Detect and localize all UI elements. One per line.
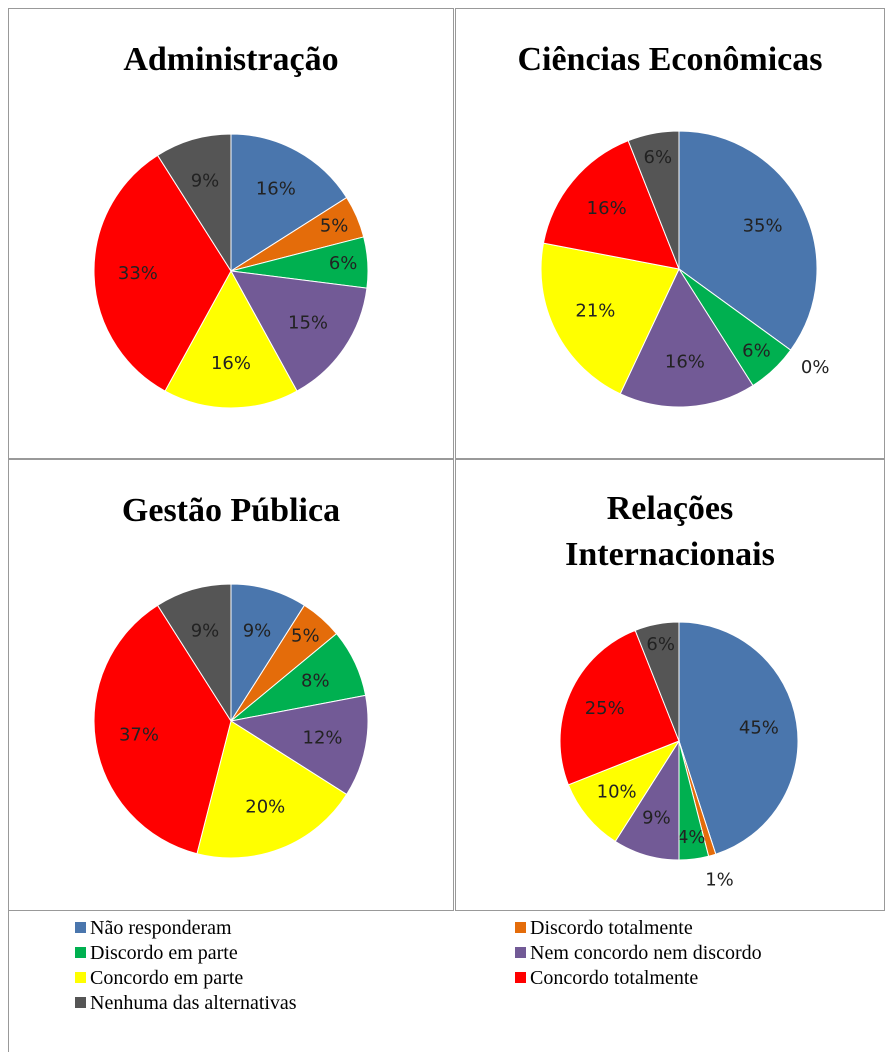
- legend-item: Nem concordo nem discordo: [515, 942, 762, 965]
- pie-slice: [542, 140, 680, 270]
- data-label: 21%: [575, 301, 615, 322]
- pie-chart: 35% 0% 6% 16% 21% 16% 6%: [540, 130, 830, 408]
- legend-swatch: [75, 922, 86, 933]
- data-label: 16%: [665, 352, 705, 373]
- data-label: 8%: [301, 670, 330, 691]
- legend-item: Nenhuma das alternativas: [75, 992, 297, 1015]
- pie-slice: [678, 130, 818, 351]
- data-label: 16%: [256, 178, 296, 199]
- legend-label: Nem concordo nem discordo: [530, 942, 762, 964]
- legend-swatch: [515, 947, 526, 958]
- data-label: 6%: [742, 340, 771, 361]
- legend-swatch: [75, 972, 86, 983]
- pie-slice: [627, 130, 680, 270]
- chart-panel: 9% 5% 8% 12% 20% 37% 9% Gestão Pública: [8, 459, 454, 911]
- chart-panel: 16% 5% 6% 15% 16% 33% 9% Administração: [8, 8, 454, 459]
- legend-swatch: [75, 947, 86, 958]
- chart-panel: 35% 0% 6% 16% 21% 16% 6% Ciências Econômicas: [455, 8, 885, 459]
- pie-slice: [230, 133, 348, 272]
- legend-label: Não responderam: [90, 917, 232, 939]
- data-label: 15%: [288, 312, 328, 333]
- data-label: 6%: [644, 147, 673, 168]
- data-label: 35%: [743, 215, 783, 236]
- legend-item: Concordo em parte: [75, 967, 243, 990]
- data-label: 16%: [587, 198, 627, 219]
- legend-label: Nenhuma das alternativas: [90, 992, 297, 1014]
- pie-slice: [196, 720, 348, 859]
- legend-label: Discordo em parte: [90, 942, 238, 964]
- data-label: 6%: [329, 253, 358, 274]
- pie-slice: [559, 629, 680, 786]
- pie-slice: [567, 739, 681, 843]
- legend-label: Concordo totalmente: [530, 967, 699, 989]
- chart-panel: 45% 1% 4% 9% 10% 25% 6% Relações Internacionais: [455, 459, 885, 911]
- pie-chart: 45% 1% 4% 9%10% 25% 6%: [559, 621, 799, 890]
- pie-chart: 16% 5% 6% 15% 16% 33% 9%: [93, 133, 369, 409]
- pie-slice: [93, 154, 232, 392]
- legend-item: Discordo totalmente: [515, 917, 693, 940]
- data-label: 9%: [243, 621, 272, 642]
- pie-slice: [156, 133, 232, 273]
- pie-slice: [229, 694, 369, 796]
- data-label: 0%: [801, 357, 830, 378]
- legend-swatch: [515, 972, 526, 983]
- legend-swatch: [75, 997, 86, 1008]
- data-label: 9%: [191, 621, 220, 642]
- pie-chart: 9% 5% 8% 12% 20% 37% 9%: [93, 583, 369, 859]
- pie-slice: [230, 270, 368, 392]
- data-label: 6%: [646, 634, 675, 655]
- legend-item: Discordo em parte: [75, 942, 238, 965]
- legend-item: Não responderam: [75, 917, 232, 940]
- data-label: 33%: [118, 263, 158, 284]
- legend: Não responderam Discordo totalmente Discor…: [8, 910, 885, 1052]
- legend-swatch: [515, 922, 526, 933]
- data-label: 9%: [642, 808, 671, 829]
- data-label: 5%: [291, 626, 320, 647]
- legend-item: Concordo totalmente: [515, 967, 698, 990]
- pie-slice: [678, 621, 799, 855]
- data-label: 12%: [303, 727, 343, 748]
- pie-slice: [619, 267, 754, 408]
- data-label: 16%: [211, 353, 251, 374]
- data-label: 20%: [245, 797, 285, 818]
- chart-title: Ciências Econômicas: [517, 41, 823, 78]
- data-label: 37%: [119, 725, 159, 746]
- data-label: 9%: [191, 171, 220, 192]
- chart-title: Administração: [123, 41, 339, 78]
- pie-slice: [540, 242, 680, 395]
- pie-slice: [634, 621, 680, 742]
- legend-label: Concordo em parte: [90, 967, 244, 989]
- data-label: 5%: [320, 215, 349, 236]
- data-label: 4%: [677, 827, 706, 848]
- data-label: 10%: [597, 782, 637, 803]
- data-label: 45%: [739, 717, 779, 738]
- data-label: 25%: [585, 698, 625, 719]
- chart-title: Gestão Pública: [121, 492, 341, 529]
- pie-slice: [156, 583, 232, 723]
- pie-slice: [164, 269, 298, 409]
- legend-label: Discordo totalmente: [530, 917, 693, 939]
- chart-title: Relações Internacionais: [565, 490, 775, 573]
- data-label: 1%: [705, 869, 734, 890]
